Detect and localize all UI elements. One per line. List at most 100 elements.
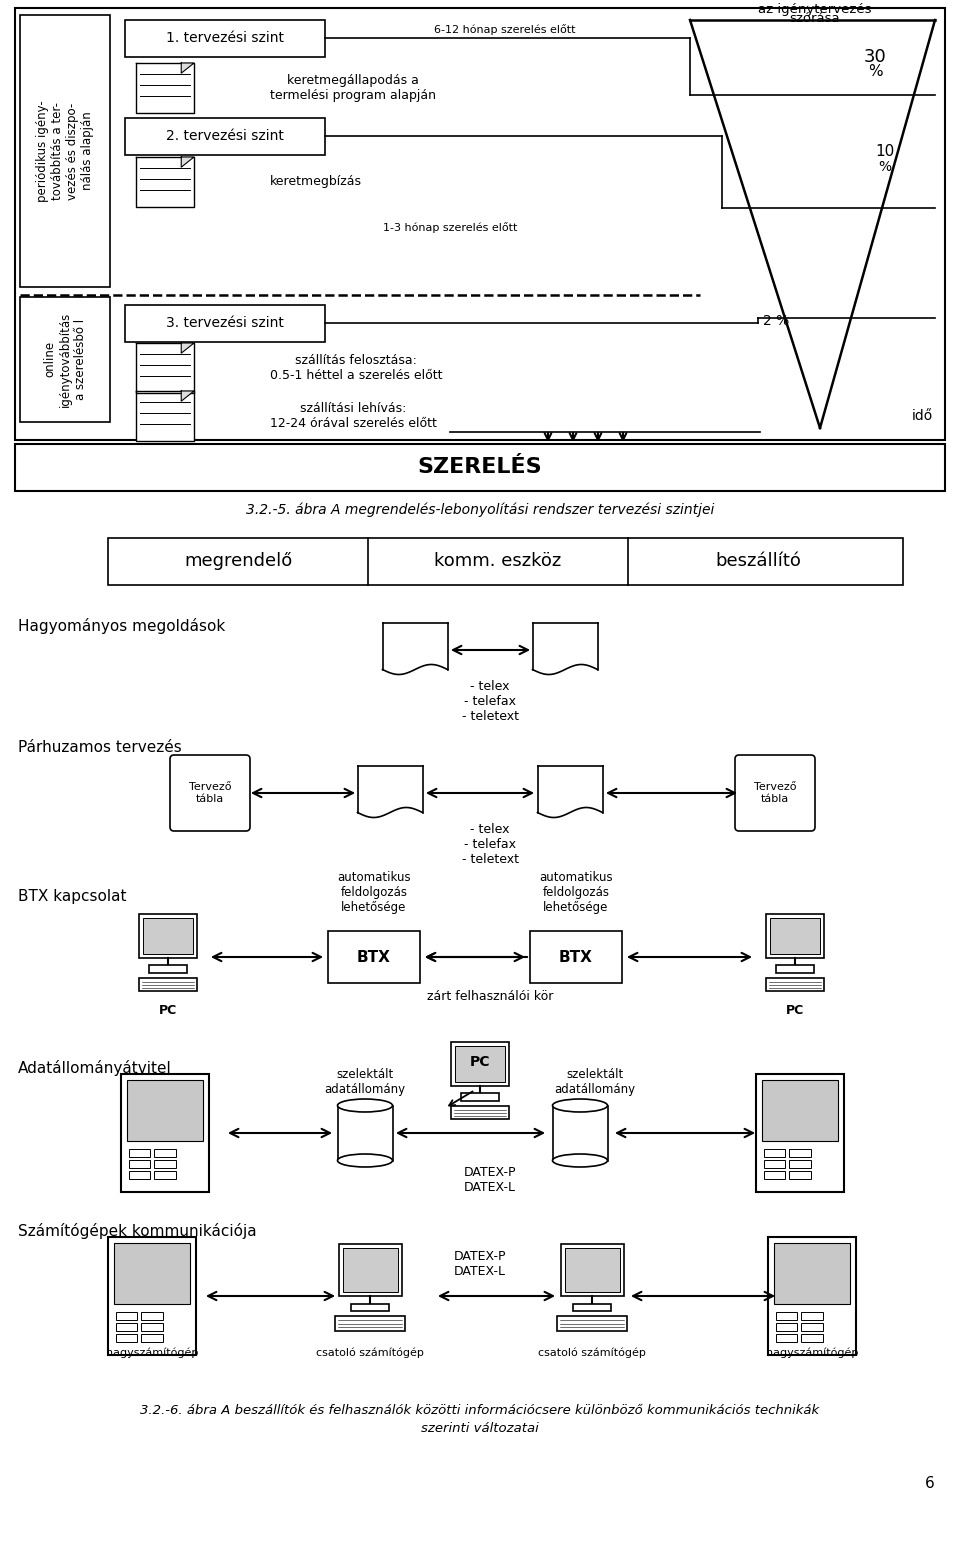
Bar — [351, 1303, 389, 1311]
Bar — [141, 1313, 162, 1320]
Bar — [15, 444, 945, 492]
Bar — [125, 20, 325, 57]
Bar — [338, 1105, 393, 1161]
Bar — [764, 1149, 785, 1158]
Text: BTX kapcsolat: BTX kapcsolat — [18, 889, 127, 903]
Bar — [802, 1334, 823, 1342]
Text: %: % — [868, 65, 882, 79]
Bar — [802, 1323, 823, 1331]
Text: komm. eszköz: komm. eszköz — [434, 552, 562, 570]
Ellipse shape — [338, 1153, 393, 1167]
Bar — [561, 1245, 623, 1296]
Text: nagyszámítógép: nagyszámítógép — [766, 1348, 858, 1359]
Text: Hagyományos megoldások: Hagyományos megoldások — [18, 618, 226, 634]
Bar — [756, 1074, 844, 1192]
Bar — [141, 1323, 162, 1331]
Text: 6: 6 — [925, 1475, 935, 1490]
Text: PC: PC — [469, 1054, 491, 1068]
Polygon shape — [181, 63, 194, 73]
Polygon shape — [181, 158, 194, 167]
Bar — [139, 914, 197, 959]
Bar — [335, 1316, 405, 1331]
Bar — [20, 297, 110, 422]
Bar — [114, 1243, 190, 1305]
Text: Párhuzamos tervezés: Párhuzamos tervezés — [18, 741, 181, 756]
Bar — [139, 979, 197, 991]
Text: 1-3 hónap szerelés előtt: 1-3 hónap szerelés előtt — [383, 223, 517, 233]
Bar — [766, 979, 824, 991]
Text: 2 %: 2 % — [763, 314, 789, 328]
Bar — [776, 1334, 798, 1342]
Bar — [764, 1172, 785, 1180]
Text: automatikus
feldolgozás
lehetősége: automatikus feldolgozás lehetősége — [337, 870, 411, 914]
Text: szórása: szórása — [790, 12, 840, 25]
Polygon shape — [181, 391, 194, 402]
Text: - telex
- telefax
- teletext: - telex - telefax - teletext — [462, 822, 518, 866]
Bar — [328, 931, 420, 983]
Bar — [339, 1245, 401, 1296]
Bar — [766, 914, 824, 959]
Bar — [564, 1248, 619, 1292]
Bar — [20, 15, 110, 288]
Bar — [455, 1047, 505, 1082]
Bar — [155, 1161, 176, 1169]
Ellipse shape — [338, 1099, 393, 1112]
Bar — [129, 1172, 151, 1180]
Text: 1. tervezési szint: 1. tervezési szint — [166, 31, 284, 45]
Bar — [108, 1237, 196, 1354]
Bar — [774, 1243, 850, 1305]
Text: 6-12 hónap szerelés előtt: 6-12 hónap szerelés előtt — [434, 25, 576, 36]
Bar — [789, 1161, 810, 1169]
Bar — [764, 1161, 785, 1169]
Text: idő: idő — [911, 410, 932, 424]
Bar — [108, 538, 903, 584]
Text: online
igénytovábbítás
a szerelésbő l: online igénytovábbítás a szerelésbő l — [43, 311, 86, 407]
Bar — [127, 1081, 203, 1141]
FancyBboxPatch shape — [170, 754, 250, 832]
Text: periódikus igény-
továbbítás a ter-
vezés és diszpo-
nálás alapján: periódikus igény- továbbítás a ter- vezé… — [36, 100, 94, 203]
Text: PC: PC — [786, 1003, 804, 1017]
Text: keretmegállapodás a
termelési program alapján: keretmegállapodás a termelési program al… — [270, 74, 436, 102]
Bar — [770, 918, 820, 954]
Bar — [343, 1248, 397, 1292]
Bar — [155, 1172, 176, 1180]
Bar — [553, 1105, 608, 1161]
Text: megrendelő: megrendelő — [184, 552, 292, 570]
Bar — [129, 1149, 151, 1158]
Text: szállítás felosztása:
0.5-1 héttel a szerelés előtt: szállítás felosztása: 0.5-1 héttel a sze… — [270, 354, 443, 382]
Bar — [451, 1042, 509, 1085]
Text: 3. tervezési szint: 3. tervezési szint — [166, 315, 284, 329]
Polygon shape — [136, 391, 194, 441]
Bar — [558, 1316, 627, 1331]
Text: 10: 10 — [876, 144, 895, 159]
Text: SZERELÉS: SZERELÉS — [418, 458, 542, 478]
Bar — [776, 1313, 798, 1320]
Ellipse shape — [553, 1153, 608, 1167]
Text: csatoló számítógép: csatoló számítógép — [316, 1348, 424, 1359]
Text: BTX: BTX — [357, 949, 391, 965]
Bar — [789, 1172, 810, 1180]
Text: szelektált
adatállomány: szelektált adatállomány — [555, 1068, 636, 1096]
Text: Számítógépek kommunikációja: Számítógépek kommunikációja — [18, 1223, 256, 1238]
Bar — [149, 965, 187, 972]
Bar — [573, 1303, 611, 1311]
Text: %: % — [878, 159, 892, 175]
Text: 3.2.-6. ábra A beszállítók és felhasználók közötti információcsere különböző kom: 3.2.-6. ábra A beszállítók és felhasznál… — [140, 1404, 820, 1418]
Bar — [768, 1237, 856, 1354]
Text: beszállító: beszállító — [715, 552, 801, 570]
Text: keretmegbízás: keretmegbízás — [270, 176, 362, 189]
Text: 2. tervezési szint: 2. tervezési szint — [166, 128, 284, 142]
Text: Adatállományátvitel: Adatállományátvitel — [18, 1061, 172, 1076]
Polygon shape — [136, 343, 194, 393]
Bar — [155, 1149, 176, 1158]
Text: nagyszámítógép: nagyszámítógép — [106, 1348, 198, 1359]
Text: DATEX-P
DATEX-L: DATEX-P DATEX-L — [464, 1166, 516, 1194]
Bar — [121, 1074, 209, 1192]
Bar — [802, 1313, 823, 1320]
Text: BTX: BTX — [559, 949, 593, 965]
Bar — [143, 918, 193, 954]
Polygon shape — [136, 158, 194, 207]
Bar — [451, 1105, 509, 1119]
Bar — [125, 117, 325, 155]
Bar — [15, 8, 945, 441]
